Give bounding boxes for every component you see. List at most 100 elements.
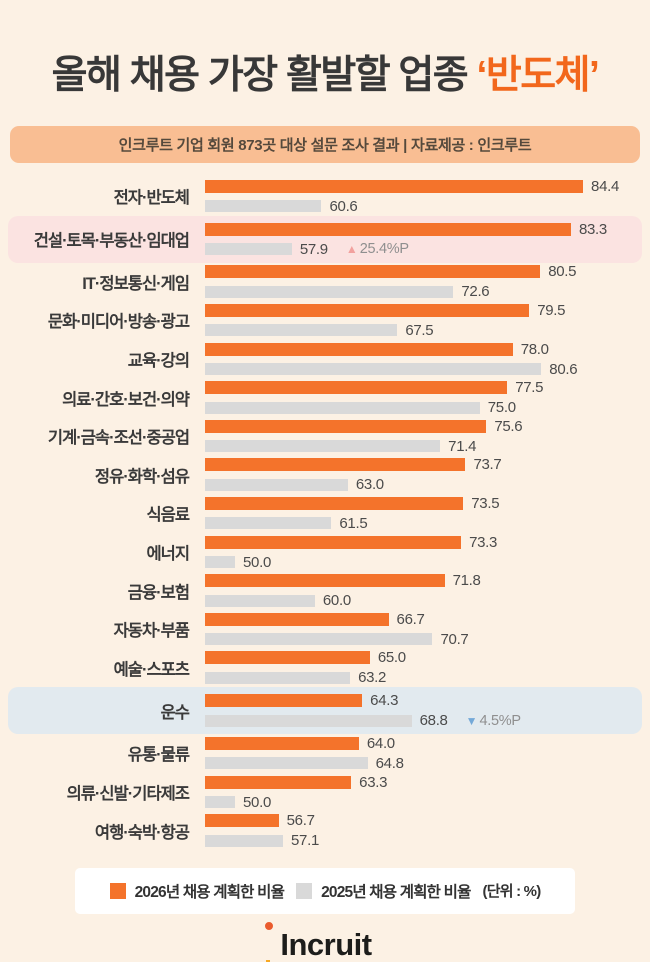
value-2026: 56.7 xyxy=(286,812,315,830)
value-2025: 71.4 xyxy=(448,437,477,455)
chart-row: 여행·숙박·항공 56.7 57.1 xyxy=(8,811,642,850)
chart-row: 전자·반도체 84.4 60.6 xyxy=(8,177,642,216)
bar-line-2026: 79.5 xyxy=(205,302,642,319)
value-2026: 73.7 xyxy=(473,456,502,474)
chart-row: 금융·보험 71.8 60.0 xyxy=(8,571,642,610)
bar-2026 xyxy=(205,574,445,588)
category-label: 금융·보험 xyxy=(127,583,190,602)
category-bars: 65.0 63.2 xyxy=(205,649,642,686)
category-bars: 56.7 57.1 xyxy=(205,812,642,849)
bar-line-2025: 75.0 xyxy=(205,399,642,416)
category-bars: 73.3 50.0 xyxy=(205,534,642,571)
page-title-accent: ‘반도체’ xyxy=(476,54,600,97)
bar-2026 xyxy=(205,535,462,549)
value-2026: 75.6 xyxy=(494,417,523,435)
value-2026: 73.5 xyxy=(471,494,500,512)
bar-2026 xyxy=(205,496,464,510)
incruit-logo-dot-icon xyxy=(265,921,274,930)
legend-item-2025: 2025년 채용 계획한 비율 xyxy=(296,880,471,902)
chart-row: IT·정보통신·게임 80.5 72.6 xyxy=(8,263,642,302)
chart-row: 정유·화학·섬유 73.7 63.0 xyxy=(8,456,642,495)
value-2026: 79.5 xyxy=(537,301,566,319)
bar-2026 xyxy=(205,222,571,236)
value-2025: 57.1 xyxy=(291,832,320,850)
category-label: IT·정보통신·게임 xyxy=(82,274,190,293)
bar-2025 xyxy=(205,517,332,530)
bar-line-2026: 73.3 xyxy=(205,534,642,551)
bar-2025 xyxy=(205,200,322,213)
bar-2026 xyxy=(205,694,363,708)
bar-line-2025: 68.8 ▼ 4.5%P xyxy=(205,712,642,729)
change-value: 25.4%P xyxy=(359,241,409,258)
change-triangle-icon: ▼ xyxy=(465,713,478,728)
category-bars: 78.0 80.6 xyxy=(205,341,642,378)
bar-line-2026: 73.5 xyxy=(205,495,642,512)
bar-line-2026: 66.7 xyxy=(205,611,642,628)
bar-line-2026: 78.0 xyxy=(205,341,642,358)
chart-row: 건설·토목·부동산·임대업 83.3 57.9 ▲ 25.4%P xyxy=(8,215,642,263)
bar-2026 xyxy=(205,179,584,193)
category-label: 기계·금속·조선·중공업 xyxy=(47,429,190,448)
category-bars: 66.7 70.7 xyxy=(205,611,642,648)
value-2025: 80.6 xyxy=(549,360,578,378)
change-annotation: ▲ 25.4%P xyxy=(346,241,409,257)
category-label: 의료·간호·보건·의약 xyxy=(62,390,190,409)
legend-item-2026: 2026년 채용 계획한 비율 xyxy=(109,880,285,902)
value-2026: 84.4 xyxy=(591,177,620,195)
bar-chart: 전자·반도체 84.4 60.6 건설·토목·부동산·임대업 83.3 xyxy=(8,177,642,850)
category-label: 문화·미디어·방송·광고 xyxy=(47,313,190,332)
bar-line-2025: 67.5 xyxy=(205,322,642,339)
value-2026: 71.8 xyxy=(452,572,481,590)
page-title: 올해 채용 가장 활발할 업종 ‘반도체’ xyxy=(0,44,650,100)
bar-line-2025: 60.6 xyxy=(205,198,642,215)
bar-line-2026: 65.0 xyxy=(205,649,642,666)
value-2026: 83.3 xyxy=(578,220,607,238)
bar-line-2025: 80.6 xyxy=(205,361,642,378)
value-2026: 77.5 xyxy=(515,379,544,397)
bar-2026 xyxy=(205,458,466,472)
value-2026: 64.3 xyxy=(370,692,399,710)
chart-row: 교육·강의 78.0 80.6 xyxy=(8,340,642,379)
bar-2025 xyxy=(205,714,412,727)
bar-2025 xyxy=(205,556,235,569)
bar-2025 xyxy=(205,243,292,256)
value-2025: 60.6 xyxy=(329,197,358,215)
category-bars: 75.6 71.4 xyxy=(205,418,642,455)
category-bars: 80.5 72.6 xyxy=(205,263,642,300)
category-label: 의류·신발·기타제조 xyxy=(66,785,190,804)
value-2025: 63.2 xyxy=(358,669,387,687)
bar-2026 xyxy=(205,775,352,789)
bar-2026 xyxy=(205,381,508,395)
category-bars: 77.5 75.0 xyxy=(205,379,642,416)
incruit-logo: Incruit xyxy=(265,921,372,962)
bar-2026 xyxy=(205,265,541,279)
bar-2025 xyxy=(205,285,454,298)
bar-line-2025: 50.0 xyxy=(205,794,642,811)
bar-line-2026: 77.5 xyxy=(205,379,642,396)
category-label: 교육·강의 xyxy=(127,352,190,371)
unit-note: (단위 : %) xyxy=(482,883,542,901)
value-2026: 65.0 xyxy=(377,649,406,667)
page-title-text: 올해 채용 가장 활발할 업종 xyxy=(51,54,477,97)
chart-row: 식음료 73.5 61.5 xyxy=(8,494,642,533)
bar-2025 xyxy=(205,324,398,337)
value-2025: 75.0 xyxy=(487,399,516,417)
chart-row: 유통·물류 64.0 64.8 xyxy=(8,734,642,773)
value-2025: 72.6 xyxy=(461,283,490,301)
legend-label-2026: 2026년 채용 계획한 비율 xyxy=(134,883,285,901)
bar-2026 xyxy=(205,612,389,626)
bar-line-2026: 83.3 xyxy=(205,221,642,238)
bar-2025 xyxy=(205,363,542,376)
value-2025: 63.0 xyxy=(355,476,384,494)
bar-line-2026: 75.6 xyxy=(205,418,642,435)
value-2025: 61.5 xyxy=(339,514,368,532)
bar-line-2025: 60.0 xyxy=(205,592,642,609)
chart-row: 의류·신발·기타제조 63.3 50.0 xyxy=(8,773,642,812)
bar-line-2026: 56.7 xyxy=(205,812,642,829)
survey-source-badge: 인크루트 기업 회원 873곳 대상 설문 조사 결과 | 자료제공 : 인크루… xyxy=(10,126,640,163)
bar-line-2025: 63.0 xyxy=(205,476,642,493)
bar-line-2026: 64.0 xyxy=(205,735,642,752)
legend-swatch-2025-icon xyxy=(296,882,313,899)
bar-2026 xyxy=(205,303,530,317)
